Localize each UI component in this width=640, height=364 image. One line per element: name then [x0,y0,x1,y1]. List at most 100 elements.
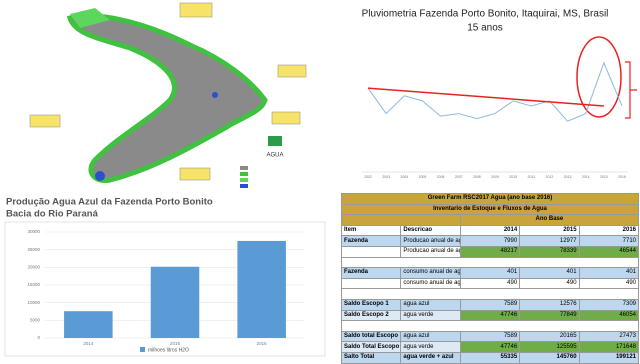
text-cell: Saldo Escopo 2 [340,309,402,322]
forest [70,8,110,28]
value-cell: 20165 [519,330,580,343]
logo [268,136,282,146]
value-cell: 47746 [459,341,521,353]
group-label: Ano Base [459,214,640,226]
text-cell: Saldo Total Escopo 2 [340,341,402,353]
y-tick-label: 30000 [27,229,40,234]
x-tick-label: 2007 [455,175,463,179]
x-tick-label: 2016 [618,175,626,179]
x-tick-label: 2014 [83,341,94,346]
value-cell: 27473 [578,330,640,343]
column-header: Descricao [400,224,461,237]
x-tick-label: 2016 [257,341,268,346]
value-cell: 125595 [519,341,580,353]
value-cell: 7990 [459,235,521,247]
rain-annotation [576,36,637,119]
value-cell: 7589 [459,330,521,343]
callout [277,64,307,78]
rain-line [367,61,623,122]
callout [271,111,301,125]
x-tick-label: 2009 [491,175,499,179]
callout [179,2,213,18]
map: AGUA [29,2,307,188]
water-table: Green Farm RSC2017 Agua (ano base 2016) I… [340,193,640,364]
bar [237,240,286,338]
legend-swatch [240,172,248,176]
blank-row [341,256,639,269]
value-cell: 46054 [578,309,640,322]
value-cell: 7589 [459,298,521,311]
table-subtitle: Inventario de Estoque e Fluxos de Agua [341,203,639,216]
y-tick-label: 10000 [27,300,40,305]
value-cell: 199121 [578,351,640,364]
data-row: Producao anual de agua verde482177833946… [340,245,640,258]
table-title: Green Farm RSC2017 Agua (ano base 2016) [341,193,639,205]
value-cell: 171648 [578,341,640,353]
text-cell: consumo anual de agua cinza e virtual (E… [400,277,461,290]
x-tick-label: 2010 [509,175,517,179]
text-cell [340,277,402,290]
value-cell: 47746 [459,309,521,322]
water [212,92,218,98]
data-row: consumo anual de agua cinza e virtual (E… [340,277,640,290]
bracket [625,61,637,119]
value-cell: 12977 [519,235,580,247]
x-tick-label: 2014 [582,175,590,179]
x-tick-label: 2003 [382,175,390,179]
group-row: Ano Base [341,214,640,226]
value-cell: 490 [578,277,640,290]
legend-swatch [240,184,248,188]
bar [64,311,113,338]
y-tick-label: 5000 [30,318,41,323]
y-tick-label: 15000 [27,282,40,287]
blank-row [341,288,639,300]
value-cell: 55335 [459,351,521,364]
value-cell: 7309 [578,298,640,311]
text-cell: agua azul [400,298,461,311]
legend-swatch [140,347,145,352]
column-header: 2015 [519,224,580,237]
text-cell: agua verde + azul [400,351,461,364]
y-tick-label: 20000 [27,265,40,270]
column-header: 2016 [578,224,640,237]
text-cell: agua verde [400,341,461,353]
highlight-circle [576,36,622,118]
y-tick-label: 0 [37,335,40,340]
data-row: Saldo Escopo 2 agua verde 47746 77849 46054 [340,309,640,322]
column-header: 2014 [459,224,521,237]
x-tick-label: 2012 [546,175,554,179]
spacer [341,320,639,332]
chart-subtitle: Bacia do Rio Paraná [6,209,99,220]
value-cell: 48217 [459,245,521,258]
trend-line [367,87,604,107]
x-tick-label: 2015 [170,341,181,346]
x-tick-label: 2008 [473,175,481,179]
legend-swatch [240,166,248,170]
text-cell: agua azul [400,330,461,343]
value-cell: 12576 [519,298,580,311]
x-tick-label: 2002 [364,175,372,179]
callout [29,114,61,128]
value-cell: 490 [459,277,521,290]
y-tick-label: 25000 [27,247,40,252]
data-row: Saldo Escopo 1 agua azul 7589 12576 7309 [340,298,640,311]
water [95,171,105,181]
x-tick-label: 2013 [564,175,572,179]
value-cell: 77849 [519,309,580,322]
text-cell: Fazenda [340,267,402,279]
chart-subtitle: 15 anos [467,23,503,34]
spacer [341,256,639,269]
text-cell [340,245,402,258]
text-cell: Producao anual de agua verde [400,245,461,258]
text-cell: Salto Total [340,351,402,364]
header-row: Item Descricao 2014 2015 2016 [340,224,640,237]
chart-title: Pluviometria Fazenda Porto Bonito, Itaqu… [362,9,609,20]
text-cell: agua verde [400,309,461,322]
title-row: Green Farm RSC2017 Agua (ano base 2016) [341,193,639,205]
text-cell: Fazenda [340,235,402,247]
x-tick-label: 2006 [437,175,445,179]
blank-row [341,320,639,332]
